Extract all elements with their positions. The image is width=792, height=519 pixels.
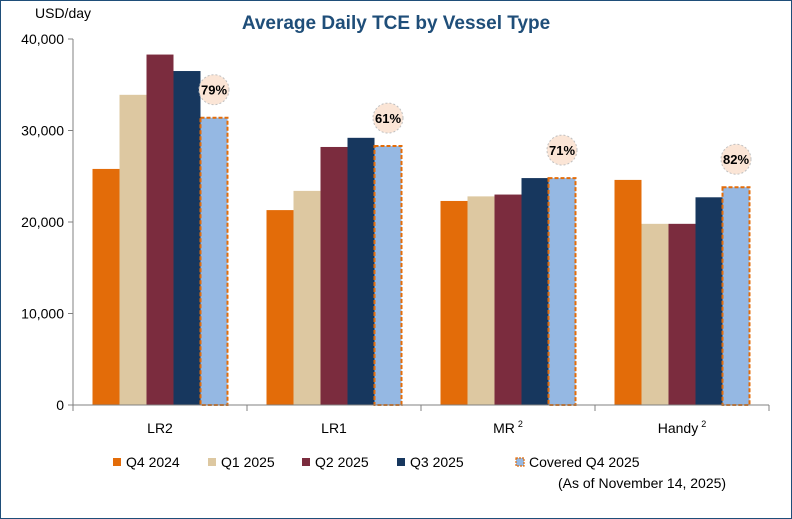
- bar-q1-2025-mr: [467, 196, 495, 405]
- legend-label: Q2 2025: [315, 454, 369, 470]
- bar-q3-2025-lr1: [347, 137, 375, 405]
- legend-swatch: [208, 458, 216, 466]
- coverage-annotations: 79% 61% 71% 82%: [198, 74, 752, 175]
- coverage-percent: 82%: [723, 152, 749, 167]
- x-axis-categories: LR2 LR1 MR 2 Handy 2: [147, 419, 706, 436]
- chart-title: Average Daily TCE by Vessel Type: [242, 13, 550, 34]
- coverage-bubble: [198, 74, 230, 106]
- legend-swatch: [515, 457, 525, 467]
- y-tick-label: 10,000: [21, 306, 64, 322]
- y-tick-label: 0: [56, 397, 64, 413]
- bar-q2-2025-lr2: [146, 54, 174, 406]
- coverage-bubble: [546, 134, 578, 166]
- y-tick-label: 20,000: [21, 214, 64, 230]
- legend-label: Covered Q4 2025: [529, 454, 640, 470]
- bar-q1-2025-handy: [641, 223, 669, 405]
- x-category-label: Handy 2: [658, 419, 706, 436]
- bar-q2-2025-handy: [668, 223, 696, 405]
- bar-q3-2025-handy: [695, 197, 723, 405]
- legend-swatch: [113, 458, 121, 466]
- y-axis-ticks: 0 10,000 20,000 30,000 40,000: [21, 31, 73, 413]
- coverage-percent: 61%: [375, 111, 401, 126]
- bar-covered-q4-2025-handy: [721, 186, 751, 406]
- coverage-percent: 71%: [549, 143, 575, 158]
- coverage-bubble: [720, 143, 752, 175]
- bar-q1-2025-lr1: [293, 190, 321, 405]
- legend-swatch: [302, 458, 310, 466]
- legend-label: Q1 2025: [221, 454, 275, 470]
- bar-covered-q4-2025-mr: [547, 177, 577, 406]
- x-category-label: LR2: [147, 420, 173, 436]
- legend-label: Q3 2025: [410, 454, 464, 470]
- bar-q4-2024-lr2: [92, 168, 120, 405]
- coverage-percent: 79%: [201, 83, 227, 98]
- y-axis-unit-label: USD/day: [35, 5, 91, 21]
- bar-q2-2025-mr: [494, 194, 522, 405]
- bar-q4-2024-lr1: [266, 210, 294, 405]
- legend-label: Q4 2024: [126, 454, 180, 470]
- bar-series: [92, 54, 751, 406]
- legend: (As of November 14, 2025) Q4 2024 Q1 2025…: [113, 454, 726, 491]
- x-category-label: LR1: [321, 420, 347, 436]
- bar-q3-2025-mr: [521, 178, 549, 405]
- bar-q3-2025-lr2: [173, 71, 201, 406]
- axes: [72, 39, 770, 411]
- bar-q2-2025-lr1: [320, 146, 348, 405]
- legend-swatch: [397, 458, 405, 466]
- bar-covered-q4-2025-lr2: [199, 116, 229, 406]
- y-tick-label: 30,000: [21, 123, 64, 139]
- bar-q4-2024-mr: [440, 200, 468, 405]
- legend-note: (As of November 14, 2025): [558, 475, 726, 491]
- y-tick-label: 40,000: [21, 31, 64, 47]
- coverage-bubble: [372, 102, 404, 134]
- bar-covered-q4-2025-lr1: [373, 145, 403, 406]
- x-category-label: MR 2: [493, 419, 523, 436]
- bar-q4-2024-handy: [614, 179, 642, 405]
- bar-q1-2025-lr2: [119, 94, 147, 405]
